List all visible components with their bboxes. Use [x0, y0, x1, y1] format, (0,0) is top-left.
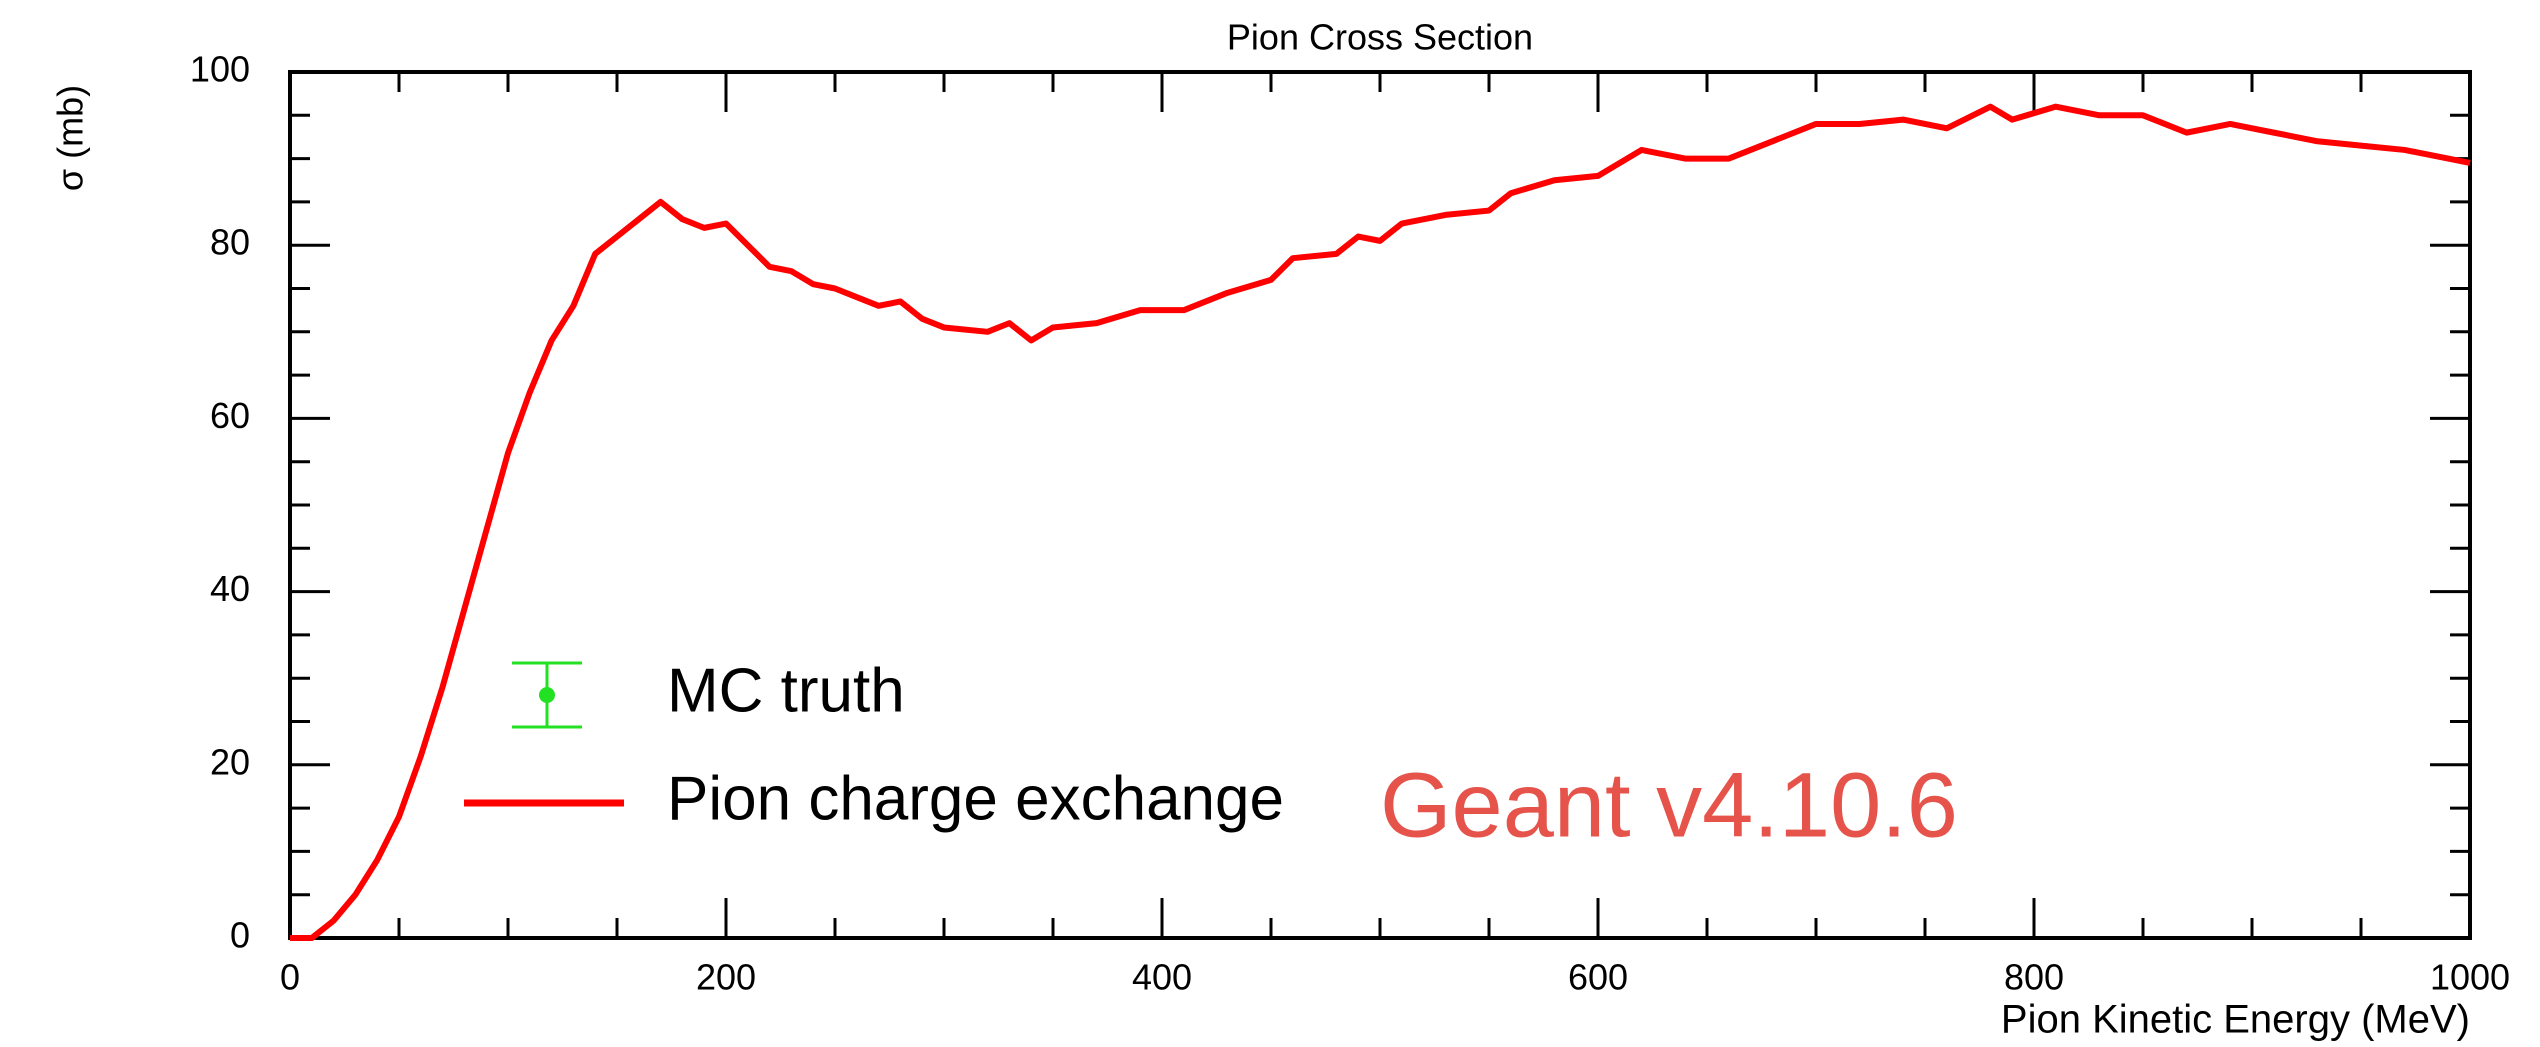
x-tick-label: 200 — [696, 957, 756, 998]
y-tick-label: 20 — [210, 741, 250, 782]
annotation: Geant v4.10.6 — [1380, 754, 1958, 856]
y-axis-label: σ (mb) — [50, 85, 91, 191]
y-tick-label: 0 — [230, 915, 250, 956]
chart-title: Pion Cross Section — [1227, 17, 1533, 58]
y-tick-label: 60 — [210, 395, 250, 436]
x-tick-label: 400 — [1132, 957, 1192, 998]
legend-label: Pion charge exchange — [667, 764, 1284, 833]
y-tick-label: 40 — [210, 568, 250, 609]
x-tick-label: 800 — [2004, 957, 2064, 998]
legend-marker — [539, 687, 555, 703]
x-tick-label: 600 — [1568, 957, 1628, 998]
x-axis-label: Pion Kinetic Energy (MeV) — [2001, 998, 2470, 1042]
x-tick-label: 1000 — [2430, 957, 2510, 998]
legend-label: MC truth — [667, 656, 905, 725]
y-tick-label: 100 — [190, 49, 250, 90]
series-line — [290, 103, 2471, 941]
x-tick-label: 0 — [280, 957, 300, 998]
y-tick-label: 80 — [210, 222, 250, 263]
